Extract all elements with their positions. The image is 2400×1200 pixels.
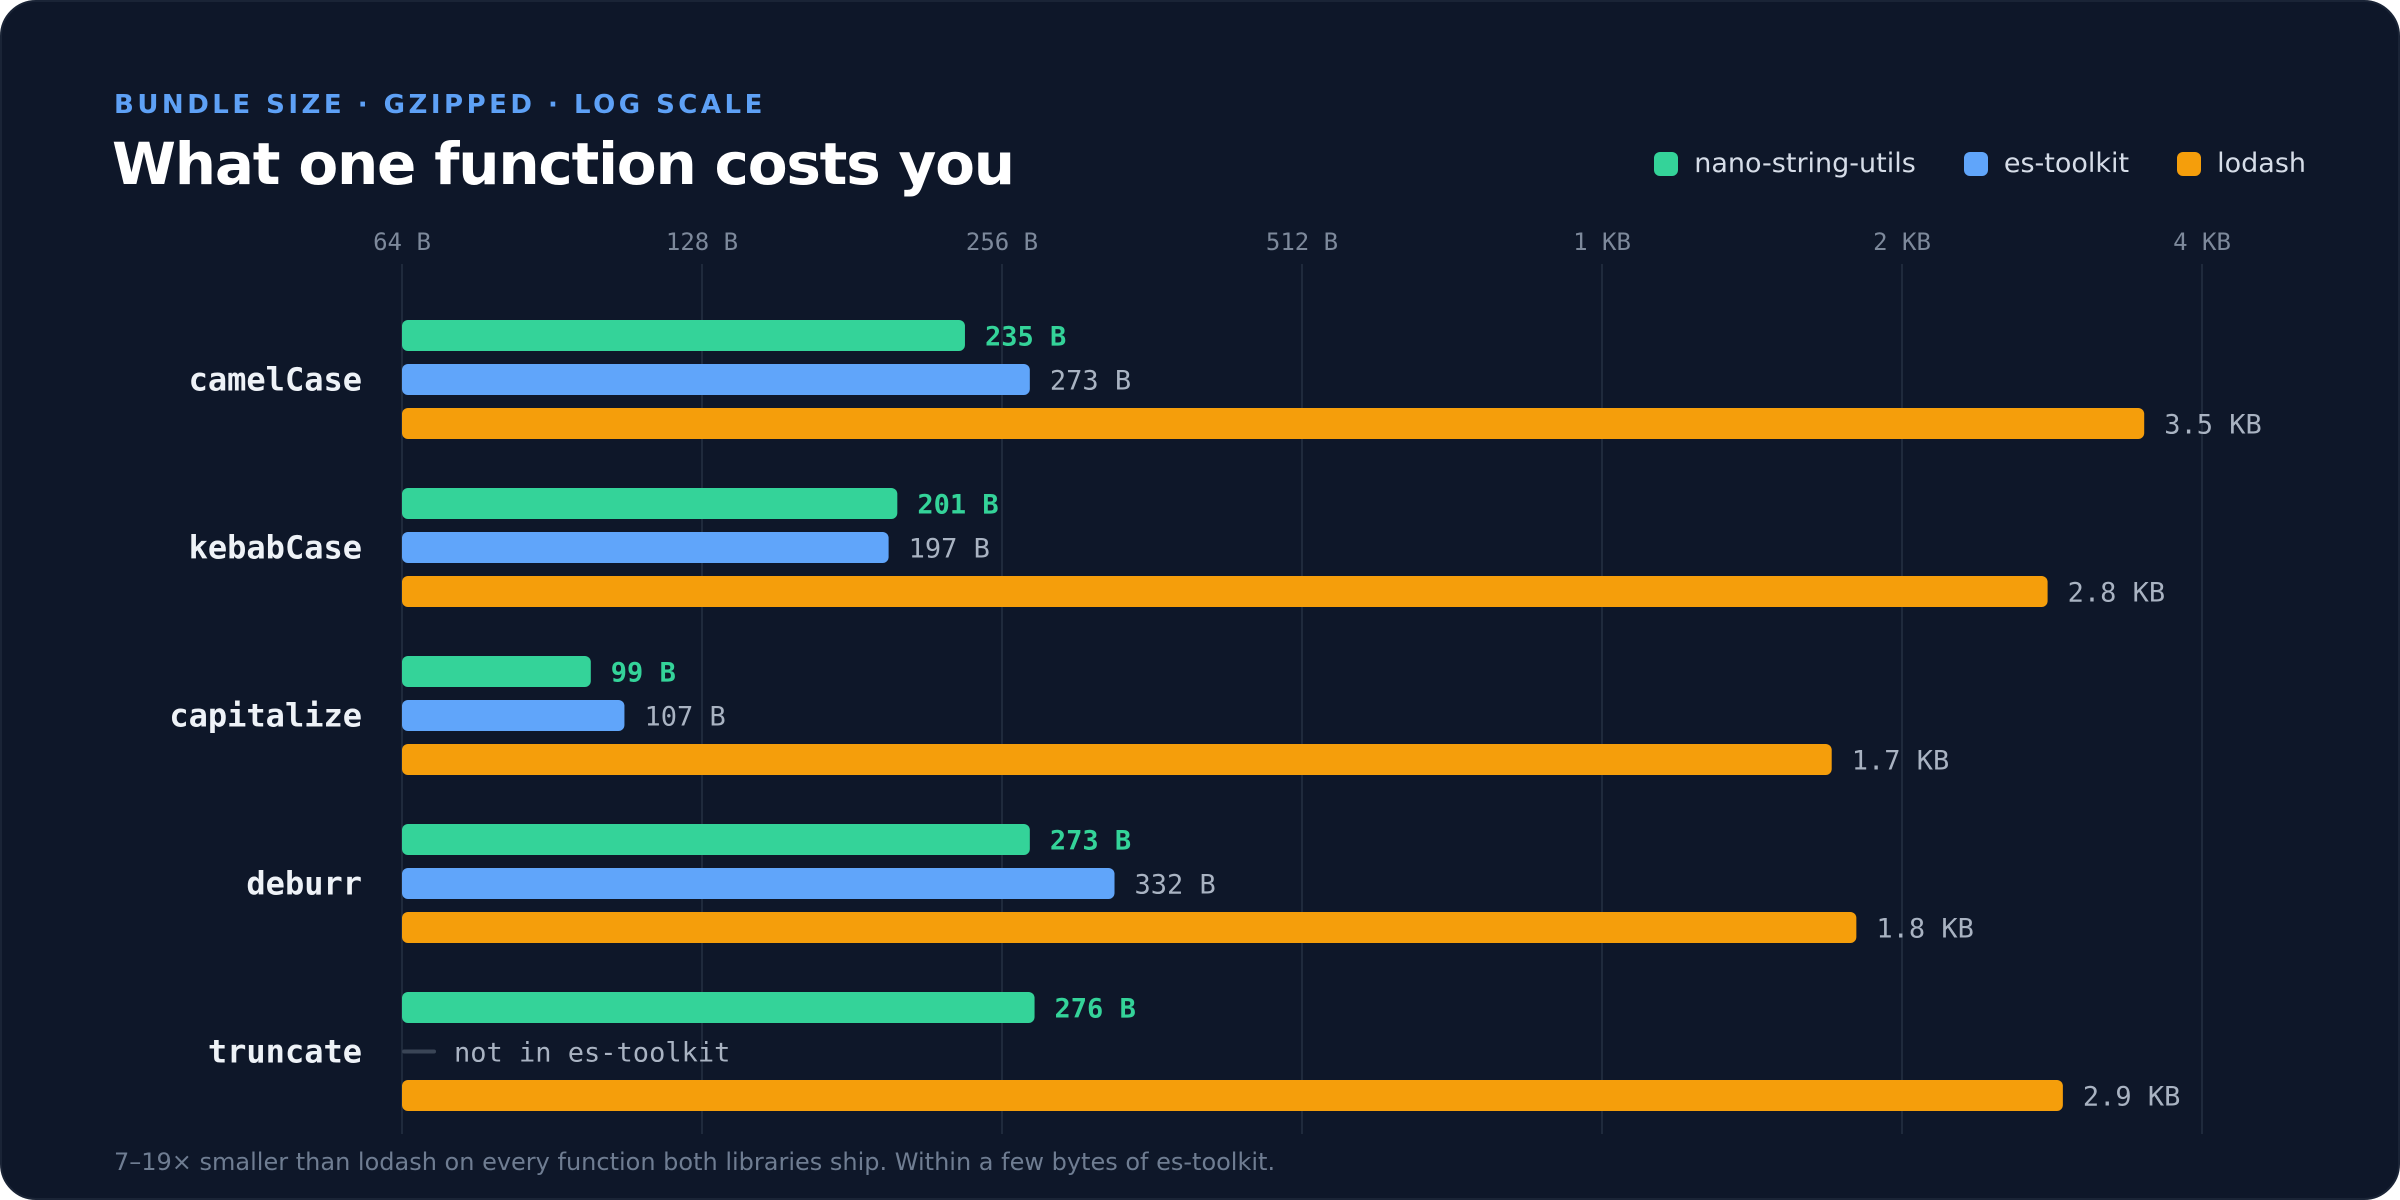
data-label: 107 B bbox=[644, 702, 725, 733]
data-label: 1.8 KB bbox=[1876, 914, 1974, 945]
legend-label-lodash: lodash bbox=[2217, 148, 2306, 179]
category-label: deburr bbox=[246, 865, 362, 903]
data-label: 1.7 KB bbox=[1852, 746, 1950, 777]
bar bbox=[402, 532, 889, 563]
x-tick-label: 64 B bbox=[373, 228, 431, 256]
bar bbox=[402, 320, 965, 351]
category-label: truncate bbox=[208, 1033, 362, 1071]
x-tick-label: 1 KB bbox=[1573, 228, 1631, 256]
legend-item-lodash: lodash bbox=[2177, 148, 2306, 179]
legend-item-es-toolkit: es-toolkit bbox=[1963, 148, 2130, 179]
legend-label-es: es-toolkit bbox=[2003, 148, 2130, 179]
missing-value-marker bbox=[402, 1049, 436, 1054]
x-tick-label: 2 KB bbox=[1873, 228, 1931, 256]
legend-label-nano: nano-string-utils bbox=[1694, 148, 1916, 179]
bar bbox=[402, 408, 2145, 439]
chart-eyebrow: BUNDLE SIZE · GZIPPED · LOG SCALE bbox=[114, 90, 766, 120]
data-label: 3.5 KB bbox=[2164, 410, 2262, 441]
x-tick-label: 256 B bbox=[966, 228, 1038, 256]
bar bbox=[402, 700, 625, 731]
data-label: 235 B bbox=[985, 322, 1066, 353]
data-label: 273 B bbox=[1050, 366, 1131, 397]
bar-layer bbox=[402, 320, 2145, 1111]
legend-swatch-nano bbox=[1654, 151, 1679, 176]
data-label: 332 B bbox=[1135, 870, 1216, 901]
legend-swatch-lodash bbox=[2177, 151, 2202, 176]
x-tick-label: 128 B bbox=[666, 228, 738, 256]
data-label: 201 B bbox=[917, 490, 998, 521]
legend-swatch-es bbox=[1963, 151, 1988, 176]
data-label: 99 B bbox=[611, 658, 676, 689]
x-tick-label: 512 B bbox=[1266, 228, 1338, 256]
label-layer: camelCase 235 B 273 B 3.5 KB kebabCase 201 B 1… bbox=[169, 322, 2261, 1113]
data-label: 2.9 KB bbox=[2083, 1082, 2181, 1113]
category-label: kebabCase bbox=[189, 529, 362, 567]
missing-value-label: not in es-toolkit bbox=[454, 1038, 730, 1069]
category-label: capitalize bbox=[169, 697, 362, 735]
tick-label-layer: 64 B 128 B 256 B 512 B 1 KB 2 KB 4 KB bbox=[373, 228, 2231, 256]
bar bbox=[402, 744, 1832, 775]
bar bbox=[402, 912, 1857, 943]
chart-legend: nano-string-utils es-toolkit lodash bbox=[1606, 148, 2306, 179]
data-label: 273 B bbox=[1050, 826, 1131, 857]
chart-footnote: 7–19× smaller than lodash on every funct… bbox=[114, 1148, 1276, 1176]
bar bbox=[402, 488, 898, 519]
bar bbox=[402, 868, 1115, 899]
data-label: 197 B bbox=[909, 534, 990, 565]
x-tick-label: 4 KB bbox=[2173, 228, 2231, 256]
bar bbox=[402, 656, 591, 687]
data-label: 276 B bbox=[1055, 994, 1136, 1025]
bar bbox=[402, 576, 2048, 607]
bar bbox=[402, 364, 1030, 395]
bar bbox=[402, 824, 1030, 855]
bar bbox=[402, 992, 1035, 1023]
data-label: 2.8 KB bbox=[2068, 578, 2166, 609]
legend-item-nano-string-utils: nano-string-utils bbox=[1654, 148, 1916, 179]
category-label: camelCase bbox=[189, 361, 362, 399]
bar bbox=[402, 1080, 2063, 1111]
chart-title: What one function costs you bbox=[112, 130, 1015, 198]
